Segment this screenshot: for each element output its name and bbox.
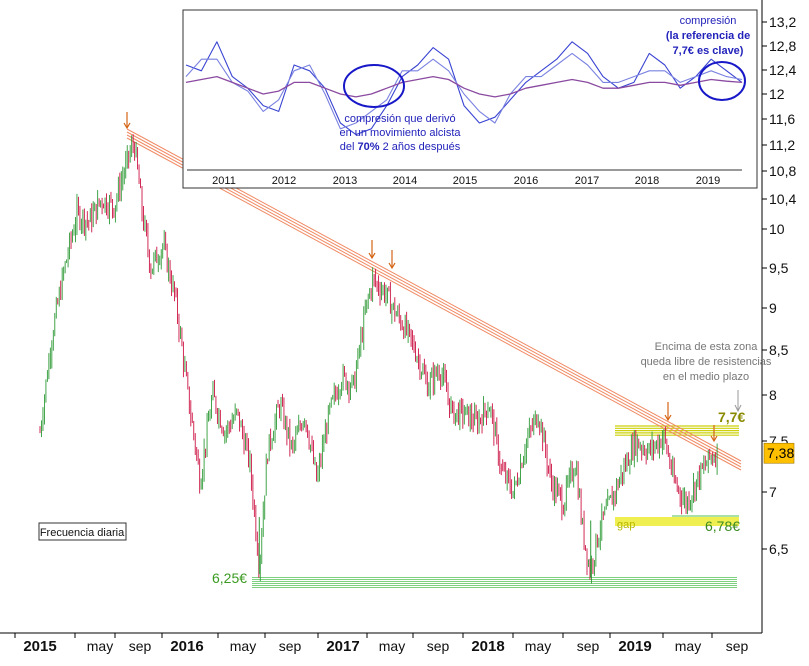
inset-x-label: 2017: [575, 175, 599, 187]
frequency-label: Frecuencia diaria: [40, 527, 125, 539]
gap-level-label: 6,78€: [705, 518, 740, 534]
compression-ellipse: [698, 61, 746, 101]
inset-series-line: [185, 52, 743, 130]
x-tick-label: may: [525, 638, 551, 654]
y-tick-label: 10,8: [769, 163, 796, 179]
inset-x-label: 2013: [333, 175, 357, 187]
y-tick-label: 10: [769, 221, 785, 237]
last-price-badge: [763, 442, 795, 464]
touch-arrow-head: [123, 122, 131, 130]
x-tick-label: 2017: [326, 638, 359, 655]
x-tick-label: may: [230, 638, 256, 654]
gap-label: gap: [617, 519, 635, 531]
inset-x-label: 2016: [514, 175, 538, 187]
x-tick-label: sep: [427, 638, 450, 654]
y-tick-label: 13,2: [769, 14, 796, 30]
resistance-note: en el medio plazo: [663, 371, 749, 383]
touch-arrow-head: [664, 414, 672, 422]
trendline: [126, 134, 742, 468]
x-tick-label: 2019: [618, 638, 651, 655]
inset-x-label: 2018: [635, 175, 659, 187]
y-tick-label: 9,5: [769, 260, 789, 276]
inset-x-label: 2015: [453, 175, 477, 187]
y-tick-label: 11,6: [769, 111, 795, 127]
inset-x-label: 2019: [696, 175, 720, 187]
inset-series-line: [185, 75, 743, 98]
compression-note: compresión que derivó: [344, 113, 455, 125]
x-tick-label: sep: [577, 638, 600, 654]
resistance-note: Encima de esta zona: [655, 341, 759, 353]
y-tick-label: 6,5: [769, 541, 789, 557]
x-tick-label: may: [87, 638, 113, 654]
resistance-label: 7,7€: [718, 409, 745, 425]
note-arrow-head: [734, 404, 742, 413]
y-tick-label: 12: [769, 86, 785, 102]
x-tick-label: may: [675, 638, 701, 654]
last-price-label: 7,38: [767, 445, 794, 461]
y-tick-label: 10,4: [769, 191, 796, 207]
resistance-note: queda libre de resistencias: [641, 356, 772, 368]
compression-note: 7,7€ es clave): [673, 45, 744, 57]
inset-x-label: 2011: [212, 175, 236, 187]
x-tick-label: sep: [726, 638, 749, 654]
x-tick-label: 2015: [23, 638, 56, 655]
y-tick-label: 8: [769, 387, 777, 403]
inset-series-line: [185, 41, 743, 136]
trendline: [126, 137, 742, 471]
x-tick-label: 2016: [170, 638, 203, 655]
y-tick-label: 12,8: [769, 38, 796, 54]
y-tick-label: 12,4: [769, 62, 796, 78]
gap-band: [615, 517, 739, 526]
y-tick-label: 9: [769, 300, 777, 316]
touch-arrow-head: [368, 252, 376, 260]
inset-x-label: 2012: [272, 175, 296, 187]
compression-note: (la referencia de: [666, 30, 750, 42]
y-tick-label: 11,2: [769, 137, 795, 153]
compression-note: compresión: [680, 15, 737, 27]
touch-arrow-head: [388, 262, 396, 270]
x-tick-label: sep: [279, 638, 302, 654]
frequency-box: [38, 522, 127, 541]
inset-x-label: 2014: [393, 175, 417, 187]
x-tick-label: sep: [129, 638, 152, 654]
compression-note: del 70% 2 años después: [340, 141, 461, 153]
x-tick-label: may: [379, 638, 405, 654]
y-tick-label: 8,5: [769, 342, 789, 358]
compression-ellipse: [343, 64, 405, 108]
x-tick-label: 2018: [471, 638, 504, 655]
compression-note: en un movimiento alcista: [339, 127, 461, 139]
y-tick-label: 7: [769, 484, 777, 500]
touch-arrow-head: [710, 435, 718, 443]
support-label: 6,25€: [212, 570, 247, 586]
